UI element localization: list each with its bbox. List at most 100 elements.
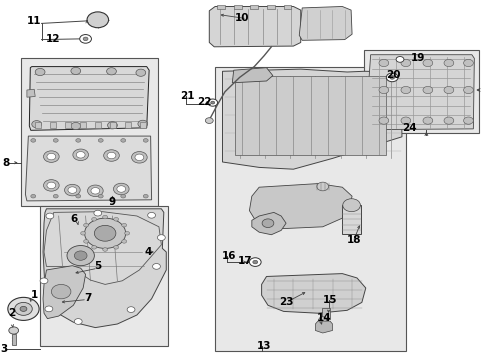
Bar — [124, 122, 130, 128]
Circle shape — [102, 215, 107, 219]
Circle shape — [342, 199, 360, 212]
Text: 21: 21 — [180, 91, 194, 102]
Bar — [80, 122, 86, 128]
Circle shape — [31, 139, 36, 142]
Bar — [65, 122, 71, 128]
Bar — [364, 50, 478, 133]
Circle shape — [147, 212, 155, 218]
Circle shape — [378, 86, 388, 94]
Polygon shape — [44, 212, 161, 284]
Text: 15: 15 — [322, 295, 337, 305]
Bar — [50, 122, 56, 128]
Circle shape — [121, 194, 125, 198]
Polygon shape — [27, 89, 35, 97]
Circle shape — [249, 258, 261, 266]
Circle shape — [400, 86, 410, 94]
Circle shape — [68, 187, 77, 193]
Circle shape — [73, 149, 88, 161]
Circle shape — [76, 194, 81, 198]
Text: 23: 23 — [278, 297, 293, 307]
Circle shape — [107, 122, 117, 129]
Circle shape — [316, 182, 328, 191]
Text: 3: 3 — [0, 344, 7, 354]
Circle shape — [94, 210, 102, 216]
Circle shape — [122, 240, 126, 243]
Text: 19: 19 — [410, 53, 424, 63]
Bar — [35, 122, 41, 128]
Circle shape — [71, 122, 81, 130]
Circle shape — [152, 264, 160, 269]
Bar — [140, 122, 145, 128]
Circle shape — [98, 139, 103, 142]
Circle shape — [46, 213, 54, 219]
Text: 13: 13 — [256, 341, 271, 351]
Circle shape — [378, 117, 388, 124]
Circle shape — [20, 306, 27, 311]
Text: 6: 6 — [70, 214, 77, 224]
Circle shape — [102, 248, 107, 251]
Polygon shape — [222, 69, 401, 169]
Circle shape — [122, 223, 126, 227]
Text: 1: 1 — [31, 290, 38, 300]
Circle shape — [443, 117, 453, 124]
Circle shape — [74, 251, 87, 260]
Bar — [283, 5, 291, 9]
Circle shape — [262, 219, 273, 228]
Polygon shape — [29, 67, 149, 130]
Circle shape — [74, 319, 82, 324]
Polygon shape — [251, 212, 285, 235]
Bar — [342, 205, 360, 234]
Circle shape — [84, 218, 125, 248]
Circle shape — [32, 121, 41, 128]
Polygon shape — [232, 68, 272, 83]
Circle shape — [136, 69, 145, 76]
Bar — [215, 67, 405, 351]
Circle shape — [463, 86, 472, 94]
Circle shape — [207, 99, 217, 106]
Circle shape — [92, 217, 96, 221]
Circle shape — [386, 73, 397, 82]
Bar — [234, 76, 386, 155]
Circle shape — [463, 59, 472, 67]
Circle shape — [53, 194, 58, 198]
Circle shape — [113, 246, 118, 249]
Polygon shape — [43, 266, 85, 319]
Circle shape — [40, 278, 48, 284]
Circle shape — [80, 35, 91, 43]
Circle shape — [117, 186, 125, 192]
Circle shape — [103, 150, 119, 161]
Circle shape — [87, 12, 108, 28]
Bar — [250, 5, 258, 9]
Circle shape — [43, 180, 59, 191]
Circle shape — [35, 68, 45, 76]
Bar — [12, 334, 16, 345]
Circle shape — [113, 183, 129, 195]
Text: 16: 16 — [221, 251, 236, 261]
Text: 4: 4 — [144, 247, 151, 257]
Text: 20: 20 — [386, 70, 400, 80]
Bar — [20, 58, 158, 206]
Circle shape — [135, 154, 143, 161]
Polygon shape — [315, 321, 332, 333]
Circle shape — [71, 67, 81, 75]
Circle shape — [8, 297, 39, 320]
Circle shape — [83, 37, 88, 41]
Circle shape — [121, 139, 125, 142]
Polygon shape — [365, 55, 473, 130]
Circle shape — [98, 194, 103, 198]
Text: 12: 12 — [45, 34, 60, 44]
Circle shape — [83, 240, 88, 243]
Circle shape — [9, 327, 19, 334]
Text: 18: 18 — [346, 235, 361, 246]
Bar — [217, 5, 224, 9]
Circle shape — [47, 182, 56, 189]
Circle shape — [143, 194, 148, 198]
Bar — [233, 5, 241, 9]
Polygon shape — [43, 209, 166, 328]
Text: 5: 5 — [94, 261, 102, 271]
Circle shape — [378, 59, 388, 67]
Bar — [95, 122, 101, 128]
Bar — [266, 5, 274, 9]
Circle shape — [389, 76, 394, 79]
Circle shape — [83, 223, 88, 227]
